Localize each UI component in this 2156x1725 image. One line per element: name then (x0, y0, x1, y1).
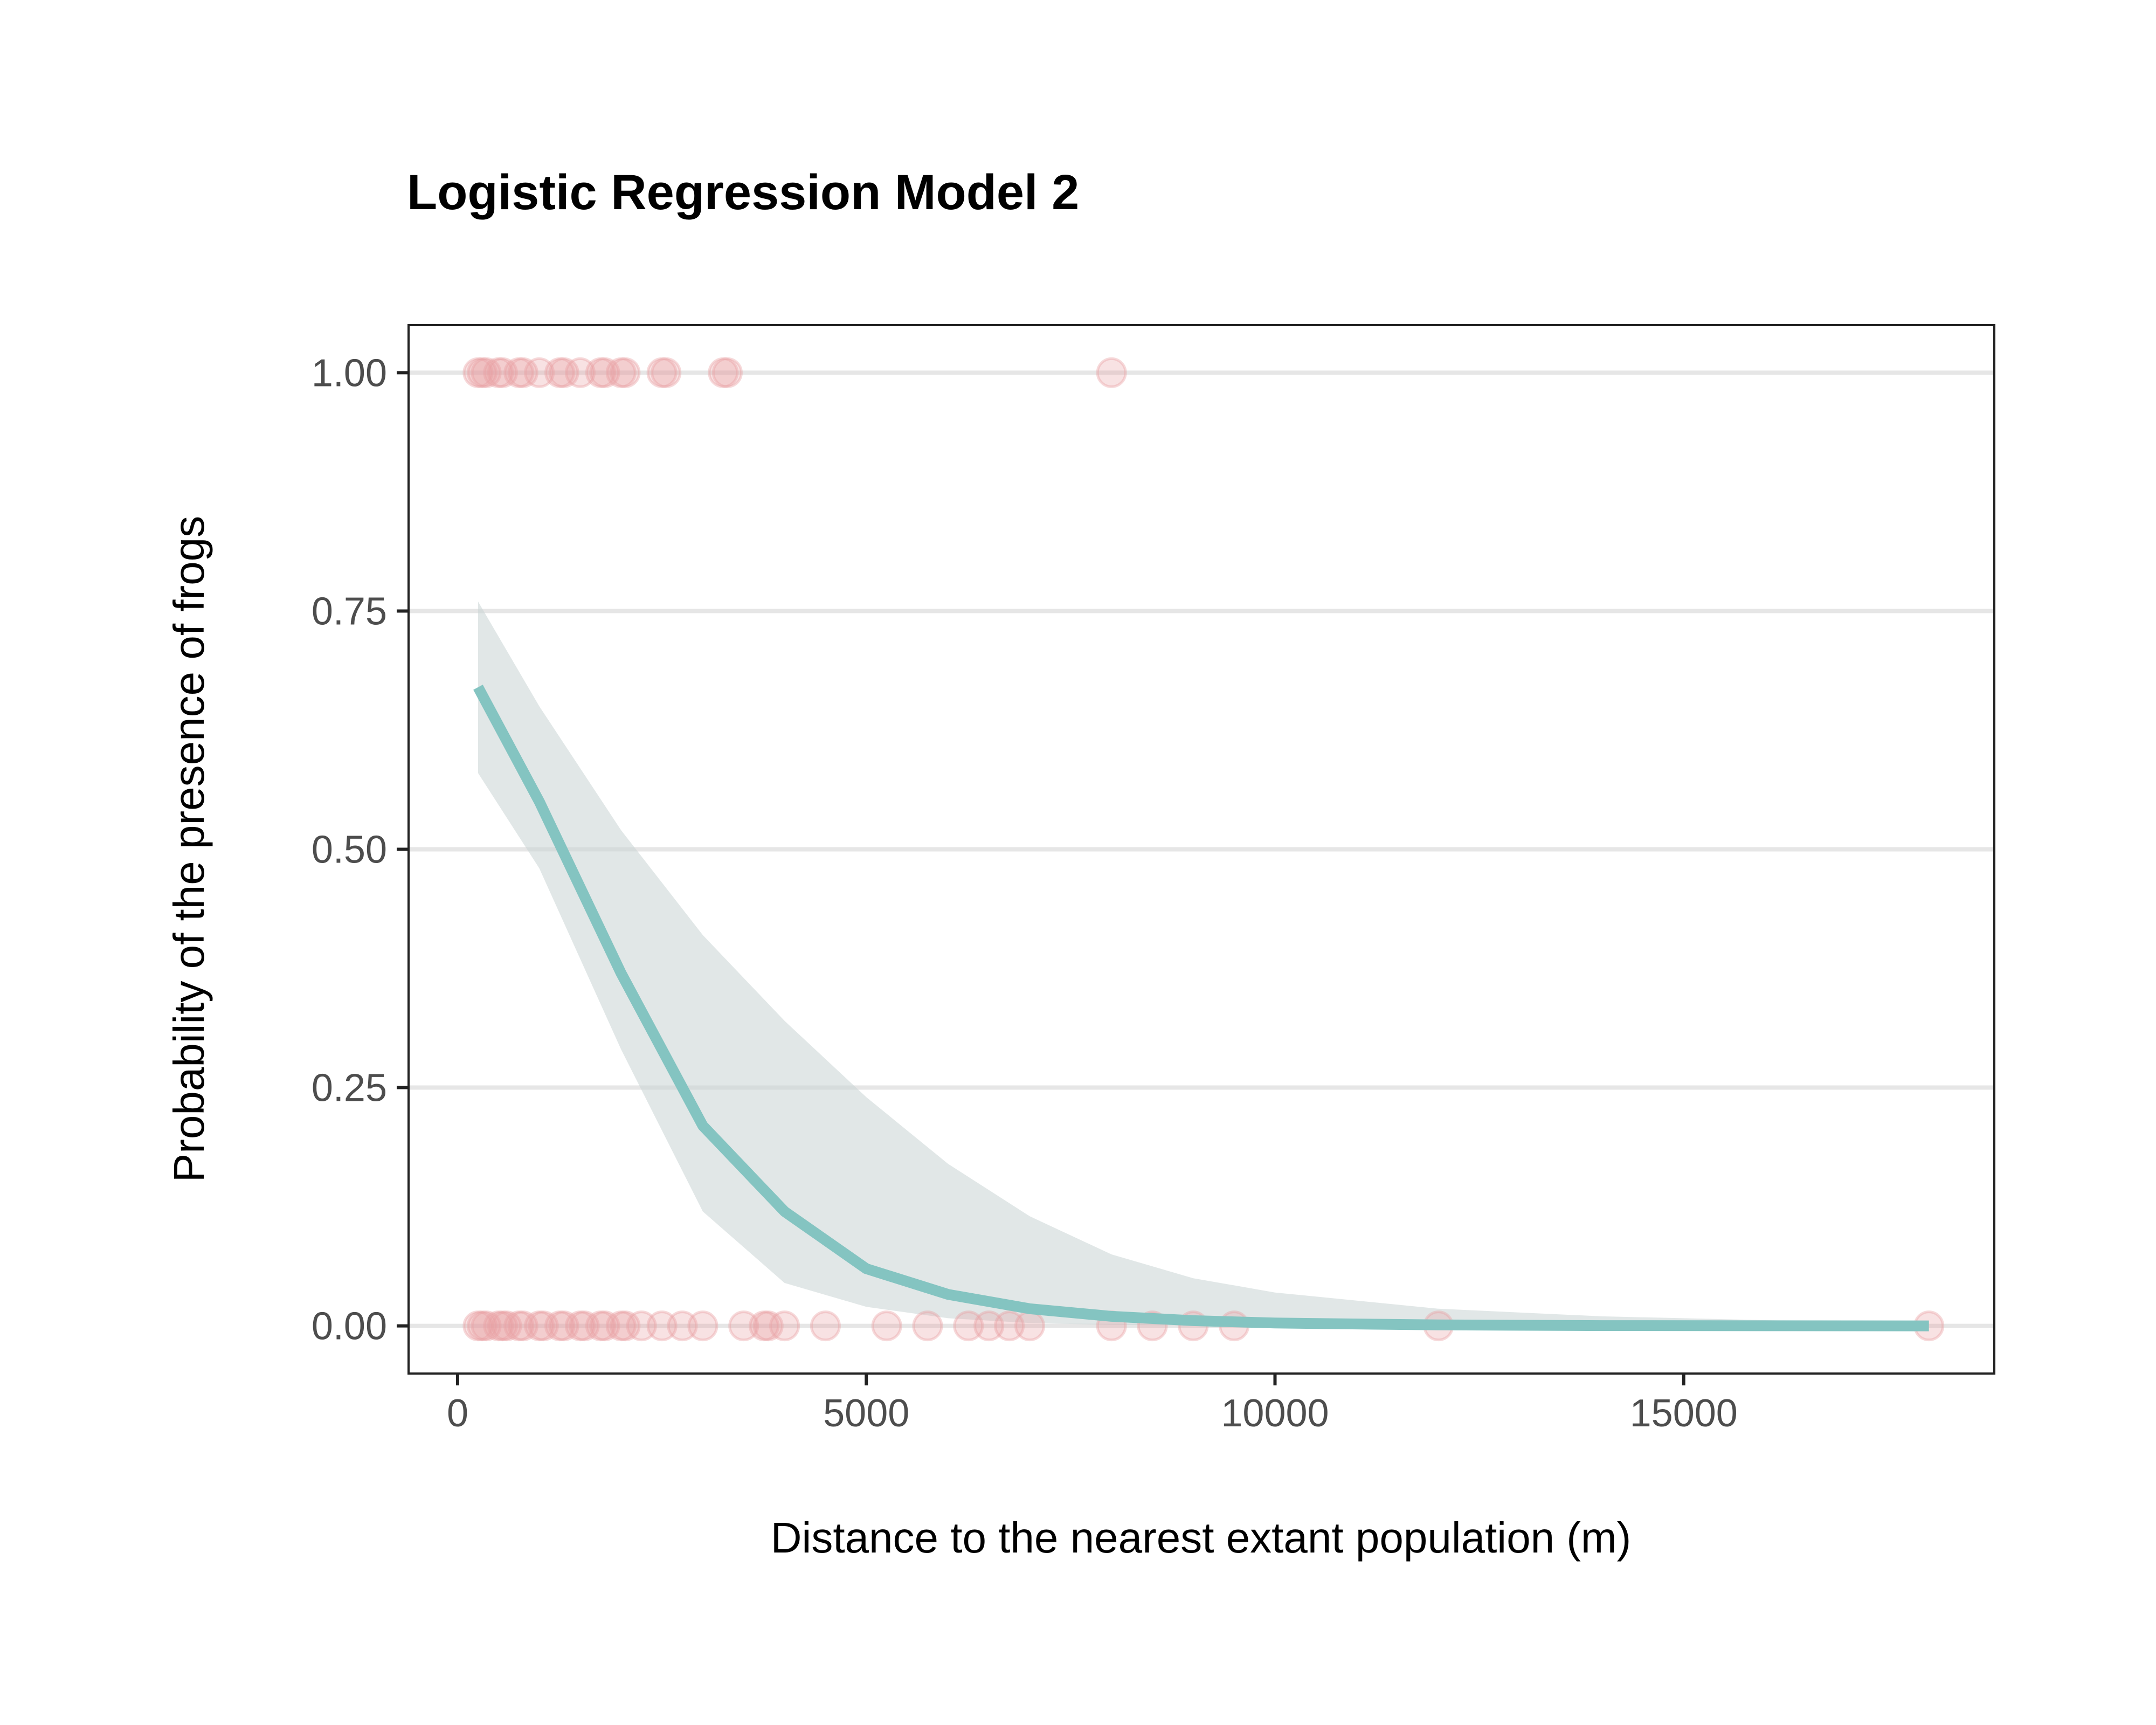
data-point-presence (548, 357, 579, 388)
plot-panel: 0 5000 10000 15000 0.00 0.25 0.50 0.75 1.00 (312, 324, 1995, 1435)
data-point-absence (752, 1310, 784, 1342)
x-tick-label: 5000 (823, 1392, 909, 1435)
data-point-presence (466, 357, 497, 388)
data-point-absence (564, 1310, 596, 1342)
data-point-presence (462, 357, 494, 388)
data-point-absence (626, 1310, 657, 1342)
data-point-absence (994, 1310, 1025, 1342)
data-point-absence (728, 1310, 759, 1342)
data-point-absence (548, 1310, 579, 1342)
data-point-presence (708, 357, 739, 388)
data-point-presence (507, 357, 538, 388)
data-point-presence (487, 357, 518, 388)
data-point-absence (569, 1310, 600, 1342)
data-point-absence (810, 1310, 841, 1342)
data-point-absence (912, 1310, 943, 1342)
x-tick-label: 10000 (1221, 1392, 1329, 1435)
data-point-absence (503, 1310, 535, 1342)
data-point-absence (646, 1310, 678, 1342)
data-point-presence (544, 357, 576, 388)
x-tick-label: 0 (447, 1392, 468, 1435)
data-point-absence (491, 1310, 522, 1342)
data-point-absence (589, 1310, 620, 1342)
chart-title: Logistic Regression Model 2 (407, 165, 1079, 220)
data-point-absence (466, 1310, 497, 1342)
data-point-presence (503, 357, 535, 388)
data-point-absence (544, 1310, 576, 1342)
fit-line (473, 685, 1929, 1331)
data-point-presence (646, 357, 678, 388)
data-point-absence (585, 1310, 616, 1342)
y-tick-label: 0.25 (312, 1067, 387, 1110)
data-point-absence (524, 1310, 555, 1342)
data-point-absence (462, 1310, 494, 1342)
data-point-absence (687, 1310, 718, 1342)
data-point-absence (483, 1310, 514, 1342)
y-tick-label: 0.75 (312, 590, 387, 633)
data-point-absence (507, 1310, 538, 1342)
data-point-absence (487, 1310, 518, 1342)
data-point-absence (973, 1310, 1005, 1342)
x-axis-label: Distance to the nearest extant populatio… (771, 1514, 1631, 1562)
data-point-presence (524, 357, 555, 388)
data-point-presence (711, 357, 743, 388)
y-tick-label: 0.50 (312, 829, 387, 872)
data-point-absence (1014, 1310, 1046, 1342)
data-point-absence (953, 1310, 984, 1342)
confidence-band (478, 601, 1929, 1326)
data-point-absence (749, 1310, 780, 1342)
data-point-absence (471, 1310, 502, 1342)
data-point-presence (610, 357, 641, 388)
data-point-presence (651, 357, 682, 388)
data-point-absence (769, 1310, 800, 1342)
data-point-absence (605, 1310, 637, 1342)
y-tick-label: 1.00 (312, 351, 387, 395)
data-point-absence (667, 1310, 698, 1342)
y-tick-label: 0.00 (312, 1305, 387, 1348)
data-point-absence (871, 1310, 902, 1342)
data-point-presence (564, 357, 596, 388)
data-point-presence (605, 357, 637, 388)
y-axis-label: Probability of the presence of frogs (165, 516, 213, 1182)
x-tick-label: 15000 (1630, 1392, 1738, 1435)
data-point-absence (528, 1310, 559, 1342)
data-point-presence (589, 357, 620, 388)
data-point-absence (610, 1310, 641, 1342)
data-point-presence (585, 357, 616, 388)
data-point-presence (483, 357, 514, 388)
data-point-presence (1096, 357, 1127, 388)
data-point-presence (471, 357, 502, 388)
